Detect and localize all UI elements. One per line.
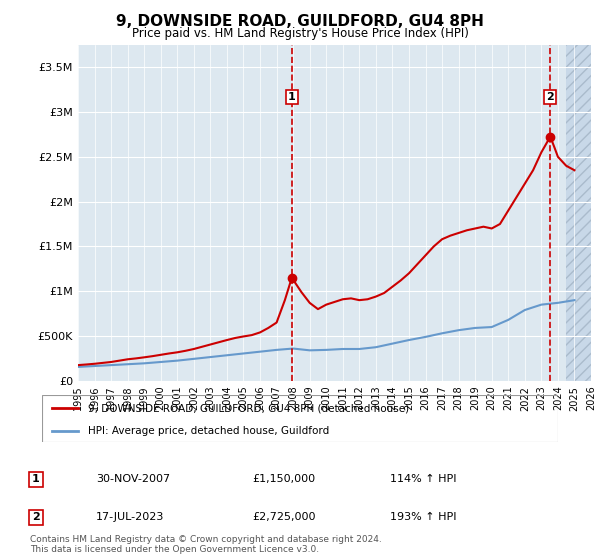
- Text: 193% ↑ HPI: 193% ↑ HPI: [390, 512, 457, 522]
- Text: Contains HM Land Registry data © Crown copyright and database right 2024.
This d: Contains HM Land Registry data © Crown c…: [30, 535, 382, 554]
- Text: 9, DOWNSIDE ROAD, GUILDFORD, GU4 8PH (detached house): 9, DOWNSIDE ROAD, GUILDFORD, GU4 8PH (de…: [88, 403, 410, 413]
- Text: 9, DOWNSIDE ROAD, GUILDFORD, GU4 8PH: 9, DOWNSIDE ROAD, GUILDFORD, GU4 8PH: [116, 14, 484, 29]
- Text: £1,150,000: £1,150,000: [252, 474, 315, 484]
- Text: 2: 2: [547, 92, 554, 102]
- Text: £2,725,000: £2,725,000: [252, 512, 316, 522]
- Text: Price paid vs. HM Land Registry's House Price Index (HPI): Price paid vs. HM Land Registry's House …: [131, 27, 469, 40]
- Text: 114% ↑ HPI: 114% ↑ HPI: [390, 474, 457, 484]
- Text: 30-NOV-2007: 30-NOV-2007: [96, 474, 170, 484]
- Text: 2: 2: [32, 512, 40, 522]
- Text: 1: 1: [288, 92, 296, 102]
- Text: 1: 1: [32, 474, 40, 484]
- Text: 17-JUL-2023: 17-JUL-2023: [96, 512, 164, 522]
- Bar: [566, 45, 591, 381]
- Text: HPI: Average price, detached house, Guildford: HPI: Average price, detached house, Guil…: [88, 426, 329, 436]
